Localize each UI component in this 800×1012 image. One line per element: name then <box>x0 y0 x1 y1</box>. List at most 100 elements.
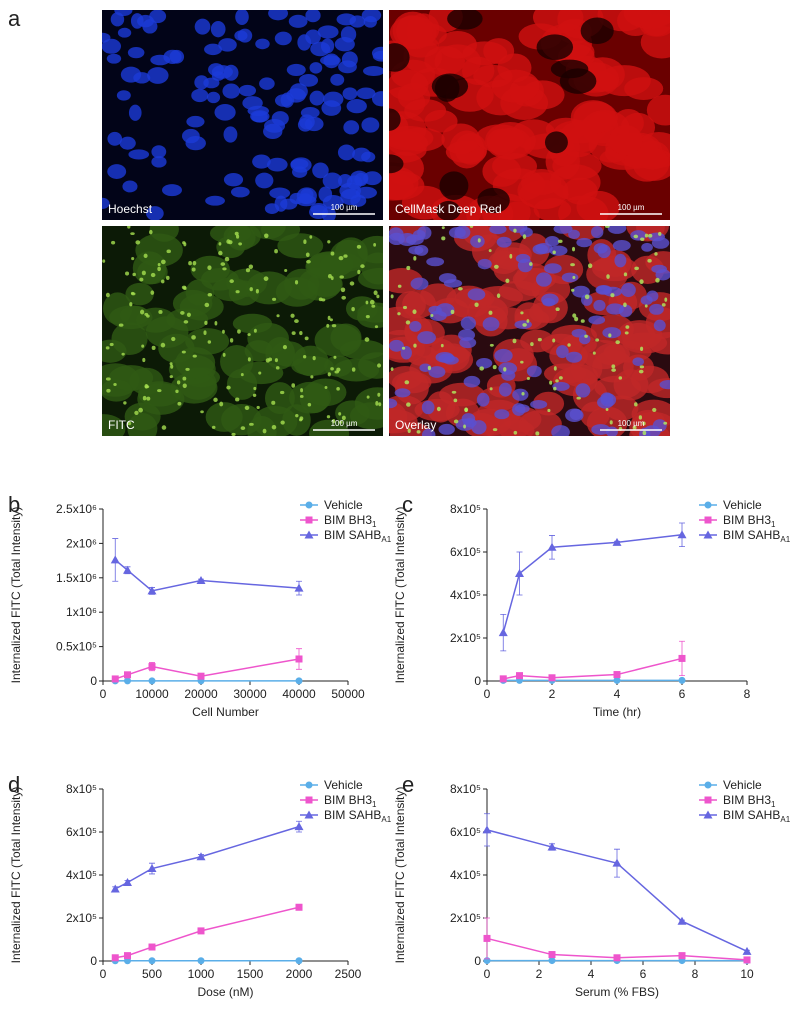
marker <box>547 842 557 851</box>
cell <box>106 388 111 393</box>
cell <box>547 408 551 413</box>
cell <box>186 312 191 318</box>
cell <box>390 294 394 299</box>
cell <box>309 235 313 239</box>
cell <box>191 267 196 272</box>
cell <box>214 103 236 121</box>
cell <box>339 275 344 279</box>
x-tick-label: 30000 <box>233 687 267 701</box>
cell <box>280 420 285 425</box>
cell <box>664 297 668 302</box>
x-tick-label: 50000 <box>331 687 365 701</box>
cell <box>595 338 600 342</box>
cell <box>517 258 533 273</box>
cell <box>375 401 379 406</box>
cell <box>308 419 350 436</box>
cell <box>341 415 346 421</box>
cell <box>648 233 653 238</box>
y-tick-label: 8x10⁵ <box>450 782 481 796</box>
y-tick-label: 8x10⁵ <box>66 782 97 796</box>
marker <box>124 677 131 685</box>
cell <box>342 87 358 100</box>
cell <box>406 345 438 366</box>
cell <box>514 404 530 413</box>
cell <box>143 253 148 259</box>
cell <box>640 295 653 305</box>
legend-name: BIM BH3 <box>324 513 372 527</box>
cell <box>144 312 149 316</box>
cell <box>161 425 167 430</box>
cell <box>549 164 601 201</box>
x-axis-label: Cell Number <box>192 705 259 719</box>
legend-name: Vehicle <box>324 498 363 512</box>
cell <box>389 339 404 352</box>
cell <box>147 67 169 84</box>
legend-label: Vehicle <box>324 778 363 792</box>
cell <box>646 94 670 126</box>
cell <box>102 414 126 436</box>
cell <box>363 171 382 186</box>
marker <box>516 672 523 680</box>
series-line <box>114 559 300 592</box>
cell <box>131 257 135 261</box>
cell <box>327 273 332 279</box>
cell <box>526 365 542 378</box>
cell <box>530 400 548 409</box>
cell <box>588 315 606 325</box>
cell <box>146 206 164 220</box>
cell <box>419 363 432 373</box>
cell <box>453 419 459 424</box>
cell <box>290 158 309 170</box>
cell <box>302 355 307 359</box>
cell <box>130 232 135 236</box>
x-tick-label: 0 <box>484 687 491 701</box>
marker <box>295 957 303 965</box>
marker <box>305 501 313 509</box>
cell <box>203 330 207 335</box>
cell <box>131 292 136 296</box>
micrograph: Hoechst 100 µm <box>102 10 383 220</box>
x-tick-label: 20000 <box>184 687 218 701</box>
cell <box>474 302 479 308</box>
x-tick-label: 0 <box>484 967 491 981</box>
cell <box>274 358 278 363</box>
marker <box>548 674 556 682</box>
cell <box>451 390 457 394</box>
cell <box>366 395 370 399</box>
cell <box>420 283 457 308</box>
cell <box>572 246 576 252</box>
cell <box>149 226 179 242</box>
panel-label: e <box>402 772 414 797</box>
legend-subscript: A1 <box>381 535 391 544</box>
cell <box>436 201 461 220</box>
cell <box>398 232 417 246</box>
cell <box>105 346 110 350</box>
cell <box>479 366 485 371</box>
cell <box>513 430 518 435</box>
y-tick-label: 6x10⁵ <box>66 825 97 839</box>
cell <box>520 360 524 364</box>
cell <box>326 323 330 328</box>
cell <box>300 107 320 119</box>
cell <box>632 425 637 430</box>
cell <box>519 227 533 238</box>
cell <box>569 408 583 421</box>
cell <box>364 337 370 342</box>
cell <box>327 240 331 244</box>
cell <box>574 316 579 322</box>
cell <box>282 404 311 436</box>
legend-label: BIM SAHBA1 <box>723 528 791 544</box>
legend-subscript: 1 <box>372 800 377 809</box>
cell <box>512 338 517 344</box>
cell <box>552 338 556 343</box>
marker <box>196 852 206 861</box>
marker <box>294 822 304 831</box>
x-tick-label: 10 <box>740 967 754 981</box>
y-tick-label: 1x10⁶ <box>66 605 97 619</box>
cell <box>192 260 197 266</box>
cell <box>653 319 666 332</box>
cell <box>262 428 267 434</box>
cell <box>207 340 212 344</box>
cell <box>175 389 179 394</box>
cell <box>158 310 163 314</box>
